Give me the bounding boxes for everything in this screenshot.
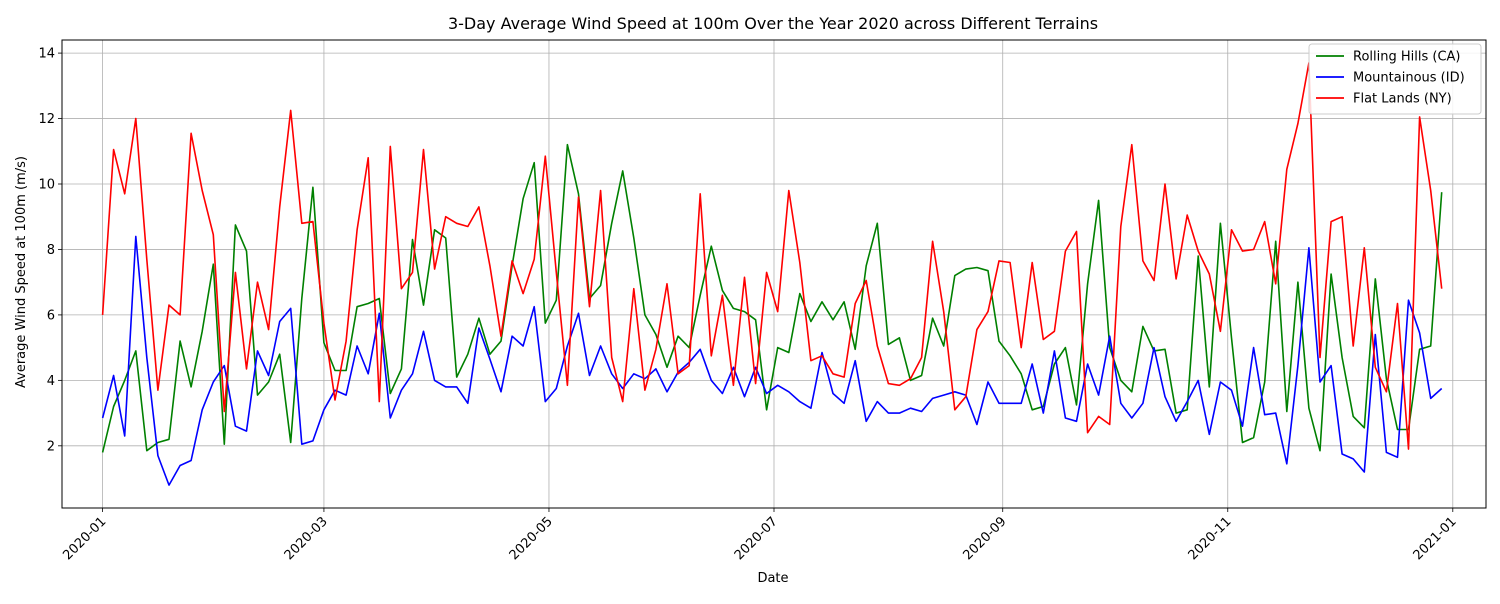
series-line-0 [101,143,1443,453]
y-tick-label: 8 [47,243,55,258]
x-tick-label: 2020-07 [732,514,781,563]
y-tick-label: 2 [47,439,55,454]
y-axis: 2 4 6 8 10 12 14 [38,47,62,454]
x-tick-label: 2021-01 [1411,514,1460,563]
legend: Rolling Hills (CA) Mountainous (ID) Flat L… [1308,43,1482,115]
x-tick-label: 2020-05 [507,514,556,563]
y-tick-label: 6 [47,308,55,323]
series-lines [101,62,1443,486]
x-axis-label: Date [757,571,788,586]
series-line-2 [101,62,1443,450]
chart-title: 3-Day Average Wind Speed at 100m Over th… [448,14,1098,33]
legend-label: Mountainous (ID) [1353,71,1465,86]
x-tick-label: 2020-11 [1186,514,1235,563]
y-tick-label: 10 [38,178,55,193]
y-tick-label: 12 [38,112,55,127]
legend-box [1308,43,1482,115]
y-axis-label: Average Wind Speed at 100m (m/s) [14,156,29,388]
legend-label: Flat Lands (NY) [1353,92,1452,107]
series-line-1 [101,235,1443,486]
grid-lines [62,40,1486,508]
x-tick-label: 2020-09 [961,514,1010,563]
legend-label: Rolling Hills (CA) [1353,50,1461,65]
x-tick-label: 2020-01 [60,514,109,563]
x-tick-label: 2020-03 [282,514,331,563]
y-tick-label: 4 [47,374,55,389]
y-tick-label: 14 [38,47,55,62]
x-axis: 2020-01 2020-03 2020-05 2020-07 2020-09 2020-… [60,508,1460,563]
